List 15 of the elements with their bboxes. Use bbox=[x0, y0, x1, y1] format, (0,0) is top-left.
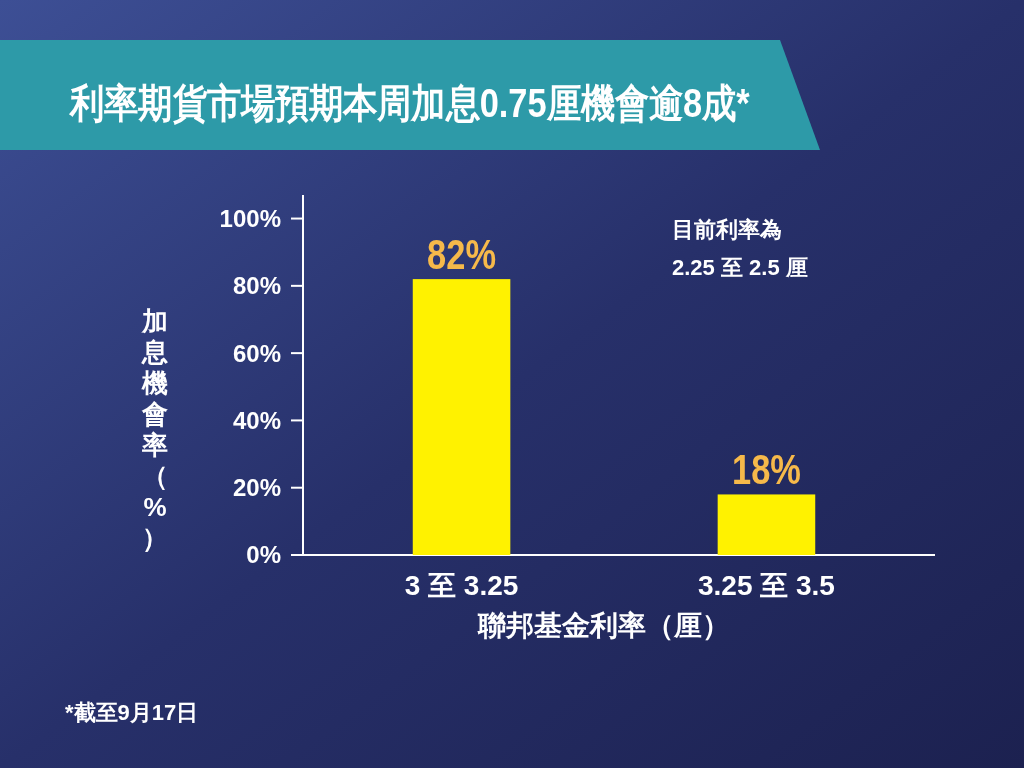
x-axis-title: 聯邦基金利率（厘） bbox=[477, 610, 730, 641]
annotation: 目前利率為 2.25 至 2.5 厘 bbox=[672, 217, 808, 280]
y-tick-label: 40% bbox=[232, 406, 281, 434]
y-tick-label: 20% bbox=[232, 474, 281, 502]
y-tick-label: 60% bbox=[232, 339, 281, 367]
data-label: 18% bbox=[732, 446, 801, 494]
text: *截至9月17日 bbox=[65, 700, 199, 725]
y-tick-label: 100% bbox=[219, 204, 281, 232]
y-tick-label: 80% bbox=[232, 272, 281, 300]
chart-title: 利率期貨市場預期本周加息0.75厘機會逾8成* bbox=[68, 80, 751, 126]
x-tick-label: 3.25 至 3.5 bbox=[697, 570, 835, 601]
y-tick-label: 0% bbox=[246, 541, 281, 569]
data-label: 82% bbox=[427, 230, 496, 278]
x-tick-label: 3 至 3.25 bbox=[404, 570, 519, 601]
y-axis-title: 加息機會率（%） bbox=[141, 306, 168, 553]
